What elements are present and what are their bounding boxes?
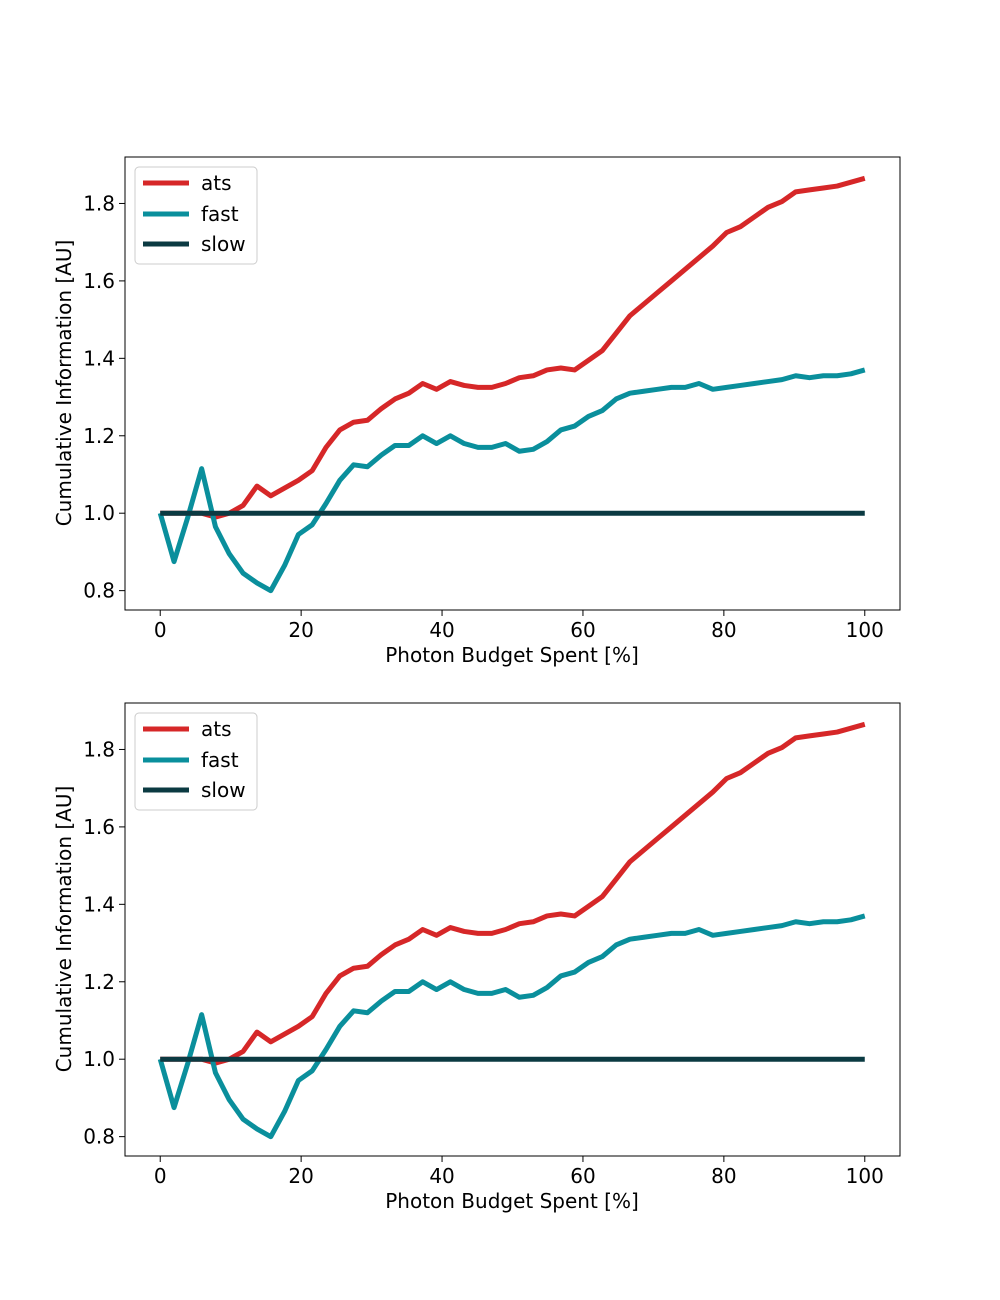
x-tick-label: 100	[846, 1164, 884, 1188]
y-axis-ticks: 0.8 1.0 1.2 1.4 1.6 1.8	[83, 191, 125, 603]
series-line-ats	[160, 721, 866, 1066]
x-axis-ticks: 0 20 40 60 80 100	[154, 1156, 884, 1188]
legend-label-ats: ats	[201, 171, 232, 195]
x-axis-label: Photon Budget Spent [%]	[385, 1189, 639, 1213]
y-tick-label: 0.8	[83, 1125, 115, 1149]
legend-label-fast: fast	[201, 202, 239, 226]
y-tick-label: 1.8	[83, 737, 115, 761]
x-axis-label: Photon Budget Spent [%]	[385, 643, 639, 667]
x-tick-label: 20	[288, 618, 313, 642]
legend-label-slow: slow	[201, 778, 246, 802]
y-tick-label: 0.8	[83, 579, 115, 603]
chart-bottom: 0 20 40 60 80 100 0.8 1.0 1.2 1.4 1.6 1.8 Photon B…	[52, 702, 901, 1213]
x-tick-label: 80	[711, 618, 736, 642]
x-tick-label: 0	[154, 618, 167, 642]
legend-label-ats: ats	[201, 717, 232, 741]
series-line-ats	[160, 175, 866, 520]
x-tick-label: 60	[570, 618, 595, 642]
y-tick-label: 1.4	[83, 346, 115, 370]
x-tick-label: 100	[846, 618, 884, 642]
y-tick-label: 1.0	[83, 1047, 115, 1071]
y-tick-label: 1.8	[83, 191, 115, 215]
x-axis-ticks: 0 20 40 60 80 100	[154, 610, 884, 642]
x-tick-label: 80	[711, 1164, 736, 1188]
y-tick-label: 1.2	[83, 970, 115, 994]
series-line-fast	[157, 913, 866, 1140]
y-tick-label: 1.6	[83, 815, 115, 839]
series-line-fast	[157, 367, 866, 594]
y-axis-ticks: 0.8 1.0 1.2 1.4 1.6 1.8	[83, 737, 125, 1149]
x-tick-label: 60	[570, 1164, 595, 1188]
legend-label-fast: fast	[201, 748, 239, 772]
plot-frame	[124, 156, 901, 611]
legend: ats fast slow	[134, 166, 258, 265]
plot-lines	[157, 175, 866, 594]
y-axis-label: Cumulative Information [AU]	[52, 240, 76, 527]
x-tick-label: 40	[429, 618, 454, 642]
y-tick-label: 1.2	[83, 424, 115, 448]
y-axis-label: Cumulative Information [AU]	[52, 786, 76, 1073]
y-tick-label: 1.4	[83, 892, 115, 916]
legend-box	[134, 712, 258, 811]
legend-box	[134, 166, 258, 265]
legend-label-slow: slow	[201, 232, 246, 256]
legend: ats fast slow	[134, 712, 258, 811]
plot-lines	[157, 721, 866, 1140]
y-tick-label: 1.0	[83, 501, 115, 525]
x-tick-label: 40	[429, 1164, 454, 1188]
plot-frame	[124, 702, 901, 1157]
chart-top: 0 20 40 60 80 100 0.8 1.0 1.2 1.4 1.6 1.8 Photon B…	[52, 156, 901, 667]
y-tick-label: 1.6	[83, 269, 115, 293]
x-tick-label: 0	[154, 1164, 167, 1188]
x-tick-label: 20	[288, 1164, 313, 1188]
